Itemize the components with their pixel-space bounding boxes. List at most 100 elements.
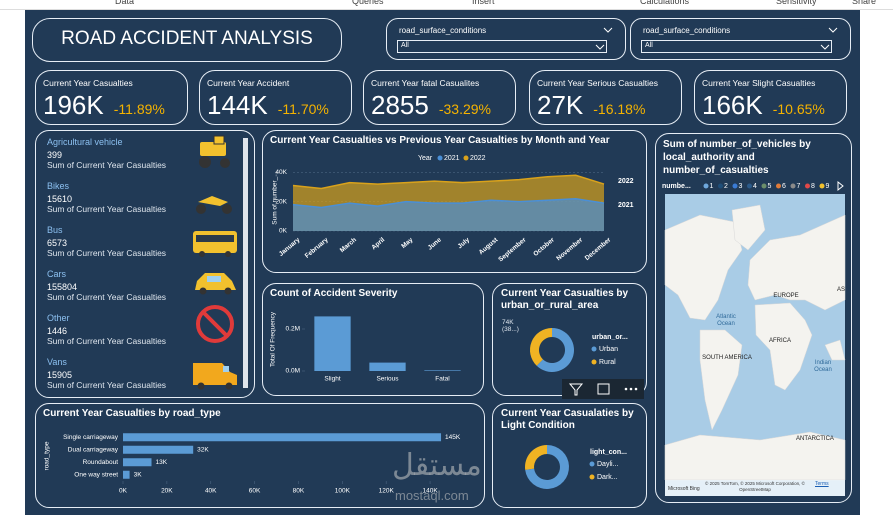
map-legend-marker [732,183,738,189]
kpi-title: Current Year fatal Casualites [371,78,480,88]
bar [123,458,152,467]
kpi-row: 166K -10.65% [702,90,825,121]
ribbon-label[interactable]: Insert [472,0,495,6]
vehicle-name: Bus [47,225,63,235]
y-tick-label: Roundabout [83,459,119,466]
area-line [292,174,605,190]
x-tick-label: 140K [422,488,438,495]
kpi-title: Current Year Casualties [43,78,133,88]
kpi-card [363,70,516,125]
kpi-card [694,70,847,125]
x-tick-label: February [304,236,330,259]
slicer-label: road_surface_conditions [643,26,731,35]
legend-label: Rural [599,359,616,366]
map-legend-marker [805,183,810,189]
legend-marker [591,359,597,365]
data-label: 3K [134,471,143,478]
donut-slice [525,445,547,470]
vehicle-value: 399 [47,150,63,160]
ribbon-label[interactable]: Sensitivity [776,0,817,6]
map-label: AS [836,287,845,293]
x-tick-label: August [478,236,500,256]
y-tick-label: 0K [279,228,288,235]
legend-marker [437,155,443,161]
ribbon-label[interactable]: Calculations [640,0,690,6]
x-tick-label: 60K [249,488,261,495]
watermark-arabic: مستقل [392,448,482,483]
ribbon-label[interactable]: Share [852,0,877,6]
x-tick-label: 80K [293,488,305,495]
map-footer [665,480,845,496]
y-tick-label: 0.2M [286,326,300,333]
map-attribution: © 2025 TomTom, © 2025 Microsoft Corporat… [705,481,805,492]
legend-marker [591,346,597,352]
map-legend-label: 8 [811,183,815,190]
visual-header [562,379,644,399]
data-label: 32K [197,446,209,453]
vehicle-name: Bikes [47,181,70,191]
x-tick-label: April [370,236,386,251]
vehicle-value: 6573 [47,238,68,248]
legend-title: urban_or... [592,334,628,341]
vehicle-value: 1446 [47,326,68,336]
kpi-card [529,70,682,125]
kpi-row: 2855 -33.29% [371,90,491,121]
slicer-dropdown[interactable]: All [641,40,832,53]
map-legend-label: 7 [797,183,801,190]
vehicle-name: Agricultural vehicle [47,137,123,147]
x-tick-label: Slight [324,376,340,383]
map-legend-label: 2 [724,183,728,190]
data-label: 74K (38...) [502,319,519,333]
donut-slice [536,328,574,372]
slicer-dropdown[interactable]: All [397,40,607,53]
map-legend-marker [761,183,767,189]
map-terms[interactable]: Terms [815,481,829,487]
legend-label: 2022 [470,155,486,162]
chart-title: Current Year Casualties by road_type [43,408,221,419]
donut-slice [525,445,569,490]
watermark-latin: mostaql.com [395,488,469,503]
kpi-value: 2855 [371,90,429,120]
data-label: 145K [445,434,461,441]
kpi-value: 27K [537,90,584,120]
tractor-icon [199,135,230,168]
vehicle-measure: Sum of Current Year Casualties [47,380,167,390]
x-tick-label: Fatal [435,376,450,383]
bar [369,362,406,371]
map-label: Atlantic Ocean [716,314,736,327]
x-tick-label: September [497,236,528,263]
ribbon-label[interactable]: Data [115,0,135,6]
ribbon-label[interactable]: Queries [352,0,384,6]
no-sign-icon [196,305,234,343]
kpi-row: 196K -11.89% [43,90,165,121]
map-legend-label: 1 [710,183,714,190]
dropdown-chevron [595,44,605,50]
y-tick-label: 20K [275,198,287,205]
kpi-value: 144K [207,90,268,120]
x-tick-label: 100K [335,488,351,495]
map-label: EUROPE [773,293,799,299]
kpi-card [199,70,352,125]
bus-icon [193,231,237,257]
map-legend-label: 5 [768,183,772,190]
map-label: Indian Ocean [814,360,832,373]
slicer-chevron [603,27,613,33]
bar [123,445,194,454]
map-legend-marker [747,183,752,189]
kpi-row: 144K -11.70% [207,90,329,121]
kpi-title: Current Year Accident [207,78,290,88]
y-tick-label: Single carriageway [63,434,119,441]
vehicle-name: Vans [47,357,67,367]
map-legend-label: 6 [782,183,786,190]
map-legend-marker [819,183,825,189]
map-land [747,214,846,311]
data-label: 13K [156,459,168,466]
area-line [292,197,605,209]
vehicle-icons [193,135,248,390]
map-legend-title: numbe... [662,183,691,190]
map-title: Sum of number_of_vehicles by local_autho… [663,139,811,176]
kpi-change: -10.65% [772,101,825,117]
legend-label: Dark... [597,474,618,481]
legend-marker [589,474,595,480]
